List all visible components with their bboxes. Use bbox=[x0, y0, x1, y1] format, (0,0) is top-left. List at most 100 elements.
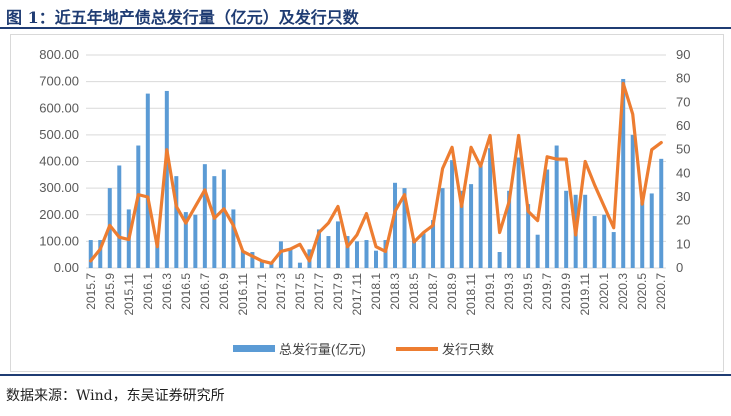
bar bbox=[354, 241, 359, 268]
bar bbox=[564, 190, 569, 268]
bar bbox=[193, 214, 198, 268]
x-tick-label: 2017.1 bbox=[255, 273, 269, 310]
left-tick-label: 800.00 bbox=[39, 47, 79, 62]
bar bbox=[259, 260, 264, 268]
x-tick-label: 2019.11 bbox=[578, 273, 592, 316]
right-tick-label: 40 bbox=[676, 165, 690, 180]
bar bbox=[136, 145, 141, 268]
x-tick-label: 2015.11 bbox=[122, 273, 136, 316]
title-divider bbox=[0, 27, 731, 29]
legend-bar-swatch bbox=[233, 345, 275, 352]
bar bbox=[345, 236, 350, 268]
bar bbox=[440, 188, 445, 268]
x-tick-label: 2016.7 bbox=[198, 273, 212, 310]
bar bbox=[183, 212, 188, 268]
x-tick-label: 2018.1 bbox=[369, 273, 383, 310]
x-tick-label: 2018.9 bbox=[445, 273, 459, 310]
bar bbox=[602, 214, 607, 268]
x-axis-ticks: 2015.7 2015.9 2015.11 2016.1 2016.3 2016.5 201… bbox=[84, 273, 668, 316]
bar bbox=[431, 220, 436, 268]
left-axis-ticks: 0.00 100.00 200.00 300.00 400.00 500.00 600.00… bbox=[39, 47, 79, 275]
bar-series bbox=[88, 78, 664, 269]
bar bbox=[174, 176, 179, 268]
x-tick-label: 2020.7 bbox=[654, 273, 668, 310]
bar bbox=[278, 241, 283, 268]
x-tick-label: 2016.5 bbox=[179, 273, 193, 310]
bar bbox=[98, 240, 103, 268]
right-tick-label: 60 bbox=[676, 118, 690, 133]
x-tick-label: 2017.11 bbox=[350, 273, 364, 316]
bar bbox=[592, 216, 597, 268]
bar bbox=[288, 249, 293, 268]
x-tick-label: 2020.1 bbox=[597, 273, 611, 310]
x-tick-label: 2016.11 bbox=[236, 273, 250, 316]
bar bbox=[297, 262, 302, 268]
chart-frame: 0.00 100.00 200.00 300.00 400.00 500.00 600.00… bbox=[10, 34, 724, 372]
x-tick-label: 2017.3 bbox=[274, 273, 288, 310]
bar bbox=[478, 164, 483, 268]
figure-title: 图 1：近五年地产债总发行量（亿元）及发行只数 bbox=[6, 8, 359, 27]
left-tick-label: 0.00 bbox=[54, 260, 79, 275]
bar bbox=[402, 188, 407, 268]
x-tick-label: 2016.3 bbox=[160, 273, 174, 310]
bar bbox=[535, 234, 540, 268]
bar bbox=[364, 240, 369, 268]
bar bbox=[412, 240, 417, 268]
right-tick-label: 30 bbox=[676, 189, 690, 204]
x-tick-label: 2016.1 bbox=[141, 273, 155, 310]
series-line bbox=[89, 81, 663, 265]
right-tick-label: 0 bbox=[676, 260, 683, 275]
x-tick-label: 2019.5 bbox=[521, 273, 535, 310]
bar bbox=[240, 250, 245, 268]
bar bbox=[469, 184, 474, 268]
x-tick-label: 2018.7 bbox=[426, 273, 440, 310]
left-tick-label: 600.00 bbox=[39, 100, 79, 115]
bar bbox=[526, 204, 531, 268]
x-tick-label: 2019.3 bbox=[502, 273, 516, 310]
x-tick-label: 2019.7 bbox=[540, 273, 554, 310]
x-tick-label: 2020.3 bbox=[616, 273, 630, 310]
bar bbox=[545, 169, 550, 268]
bar bbox=[164, 90, 169, 268]
right-tick-label: 80 bbox=[676, 71, 690, 86]
legend-bar-label: 总发行量(亿元) bbox=[279, 342, 366, 357]
left-tick-label: 400.00 bbox=[39, 154, 79, 169]
bar bbox=[316, 229, 321, 268]
combo-chart: 0.00 100.00 200.00 300.00 400.00 500.00 600.00… bbox=[39, 47, 690, 357]
bar bbox=[630, 134, 635, 268]
bar bbox=[507, 190, 512, 268]
left-tick-label: 200.00 bbox=[39, 207, 79, 222]
left-tick-label: 100.00 bbox=[39, 233, 79, 248]
bar bbox=[554, 145, 559, 268]
bar bbox=[326, 236, 331, 268]
x-tick-label: 2018.11 bbox=[464, 273, 478, 316]
right-tick-label: 10 bbox=[676, 236, 690, 251]
x-tick-label: 2019.1 bbox=[483, 273, 497, 310]
bar bbox=[393, 182, 398, 268]
right-axis-ticks: 0 10 20 30 40 50 60 70 80 90 bbox=[676, 47, 690, 275]
x-tick-label: 2017.9 bbox=[331, 273, 345, 310]
bar bbox=[117, 165, 122, 268]
bar bbox=[145, 93, 150, 268]
left-tick-label: 300.00 bbox=[39, 180, 79, 195]
legend: 总发行量(亿元) 发行只数 bbox=[233, 342, 494, 357]
x-tick-label: 2015.7 bbox=[84, 273, 98, 310]
right-tick-label: 90 bbox=[676, 47, 690, 62]
legend-line-label: 发行只数 bbox=[442, 342, 494, 357]
bar bbox=[621, 78, 626, 269]
bar bbox=[88, 240, 93, 268]
bar bbox=[383, 240, 388, 268]
bar bbox=[459, 190, 464, 268]
bar bbox=[374, 250, 378, 268]
source-note: 数据来源：Wind，东吴证券研究所 bbox=[6, 388, 225, 404]
x-tick-label: 2016.9 bbox=[217, 273, 231, 310]
source-divider bbox=[0, 374, 731, 376]
bar bbox=[516, 157, 521, 268]
bar bbox=[212, 176, 217, 268]
x-tick-label: 2020.5 bbox=[635, 273, 649, 310]
bar bbox=[155, 237, 160, 268]
line-series bbox=[89, 81, 663, 265]
bar bbox=[335, 221, 340, 268]
right-tick-label: 20 bbox=[676, 213, 690, 228]
bar bbox=[497, 252, 502, 268]
